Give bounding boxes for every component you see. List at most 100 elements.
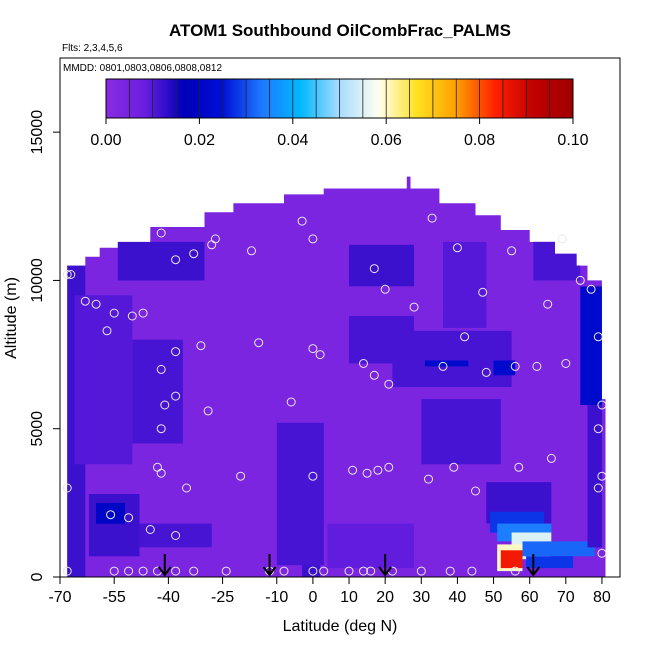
observation-point-44 bbox=[156, 424, 166, 434]
observation-point-7 bbox=[221, 566, 231, 576]
x-tick-label-2: -40 bbox=[157, 589, 180, 606]
observation-point-42 bbox=[593, 424, 603, 434]
x-axis: -70 -55 -40 -25 -10 0 10 20 30 40 50 60 70 80 bbox=[48, 577, 611, 606]
observation-point-85 bbox=[247, 246, 256, 256]
observation-point-36 bbox=[449, 462, 459, 472]
observation-point-17 bbox=[445, 566, 455, 576]
observation-point-61 bbox=[254, 338, 264, 348]
colorbar-tick-label-3: 0.06 bbox=[371, 132, 402, 149]
heatmap-cell-9 bbox=[327, 523, 415, 569]
heatmap-cell-1 bbox=[74, 295, 133, 465]
x-tick-label-12: 70 bbox=[557, 589, 575, 606]
colorbar-dividers bbox=[128, 79, 551, 118]
x-axis-label: Latitude (deg N) bbox=[283, 618, 398, 635]
observation-point-84 bbox=[207, 240, 217, 250]
x-tick-label-13: 80 bbox=[593, 589, 611, 606]
observation-point-60 bbox=[196, 341, 206, 351]
observation-point-71 bbox=[409, 302, 419, 312]
observation-point-40 bbox=[593, 483, 603, 493]
heatmap-cell-21 bbox=[500, 550, 523, 569]
observation-point-28 bbox=[182, 483, 191, 493]
observation-point-48 bbox=[286, 397, 296, 407]
colorbar-ticks: 0.00 0.02 0.04 0.06 0.08 0.10 bbox=[90, 118, 589, 149]
observation-point-59 bbox=[171, 347, 181, 357]
observation-point-83 bbox=[189, 249, 199, 259]
observation-point-46 bbox=[171, 391, 181, 401]
x-tick-label-9: 40 bbox=[449, 589, 467, 606]
heatmap-cell-12 bbox=[392, 330, 512, 388]
observation-point-58 bbox=[156, 364, 166, 374]
observation-point-56 bbox=[561, 359, 571, 368]
arrow-marker-0 bbox=[157, 554, 172, 577]
x-tick-label-0: -70 bbox=[48, 589, 71, 606]
observation-point-82 bbox=[171, 255, 181, 265]
observation-point-37 bbox=[471, 486, 480, 496]
y-tick-label-2: 10000 bbox=[29, 258, 46, 303]
observation-point-54 bbox=[510, 361, 520, 371]
x-tick-label-1: -55 bbox=[103, 589, 126, 606]
observation-point-69 bbox=[127, 311, 137, 321]
y-axis-label: Altitude (m) bbox=[3, 277, 20, 359]
observation-point-67 bbox=[91, 299, 101, 309]
observation-point-18 bbox=[467, 566, 477, 576]
colorbar: 0.00 0.02 0.04 0.06 0.08 0.10 bbox=[90, 78, 589, 149]
heatmap-cell-14 bbox=[493, 360, 516, 376]
heatmap-cell-11 bbox=[349, 244, 414, 287]
observation-point-27 bbox=[153, 462, 162, 472]
observation-point-0 bbox=[62, 566, 72, 576]
observation-point-23 bbox=[124, 513, 134, 523]
observation-point-90 bbox=[507, 246, 517, 256]
observation-point-47 bbox=[203, 406, 213, 416]
observation-point-91 bbox=[557, 234, 567, 244]
observation-point-3 bbox=[138, 566, 148, 576]
heatmap-cell-26 bbox=[533, 235, 581, 281]
observation-point-11 bbox=[319, 566, 329, 576]
heatmap-cell-7 bbox=[276, 422, 324, 566]
y-tick-label-1: 5000 bbox=[29, 411, 46, 447]
colorbar-frame bbox=[105, 78, 574, 119]
heatmap-cell-13 bbox=[424, 360, 469, 367]
observation-point-29 bbox=[236, 471, 246, 481]
observation-point-88 bbox=[427, 213, 437, 223]
observation-point-74 bbox=[380, 284, 390, 294]
arrow-marker-3 bbox=[526, 554, 541, 577]
observation-point-2 bbox=[124, 566, 134, 576]
observation-point-25 bbox=[62, 483, 72, 493]
colorbar-tick-label-4: 0.08 bbox=[464, 132, 495, 149]
observation-point-70 bbox=[138, 308, 148, 318]
plot-area bbox=[62, 176, 607, 577]
observation-point-73 bbox=[586, 284, 596, 294]
heatmap-cell-24 bbox=[580, 286, 602, 405]
observation-point-34 bbox=[384, 462, 394, 472]
observation-point-32 bbox=[362, 468, 372, 478]
observation-point-49 bbox=[359, 359, 368, 368]
observation-point-78 bbox=[369, 264, 379, 274]
arrow-marker-2 bbox=[378, 554, 392, 577]
observation-point-10 bbox=[308, 566, 318, 576]
observation-point-6 bbox=[189, 566, 199, 576]
observation-point-21 bbox=[171, 531, 181, 540]
observation-point-31 bbox=[348, 465, 358, 475]
y-tick-label-3: 15000 bbox=[29, 110, 46, 155]
colorbar-tick-label-5: 0.10 bbox=[557, 132, 588, 149]
y-tick-label-0: 0 bbox=[29, 572, 46, 581]
heatmap-cell-3 bbox=[96, 502, 125, 524]
heatmap-cell-25 bbox=[587, 405, 602, 548]
heatmap-cell-8 bbox=[302, 565, 321, 577]
observation-point-35 bbox=[424, 474, 433, 484]
observation-point-66 bbox=[80, 296, 90, 306]
x-tick-label-6: 10 bbox=[340, 589, 358, 606]
observation-point-79 bbox=[575, 275, 585, 285]
observation-point-14 bbox=[366, 566, 376, 576]
x-tick-label-7: 20 bbox=[376, 589, 394, 606]
observation-point-57 bbox=[593, 332, 603, 342]
observation-point-19 bbox=[510, 566, 520, 576]
observation-point-9 bbox=[279, 566, 289, 576]
heatmap-cell-22 bbox=[522, 541, 595, 557]
heatmap-cell-4 bbox=[139, 523, 212, 548]
x-tick-label-3: -25 bbox=[211, 589, 234, 606]
observation-point-1 bbox=[109, 566, 119, 576]
heatmap-cell-27 bbox=[443, 241, 487, 328]
observation-point-45 bbox=[160, 400, 170, 410]
observation-point-16 bbox=[416, 566, 426, 576]
